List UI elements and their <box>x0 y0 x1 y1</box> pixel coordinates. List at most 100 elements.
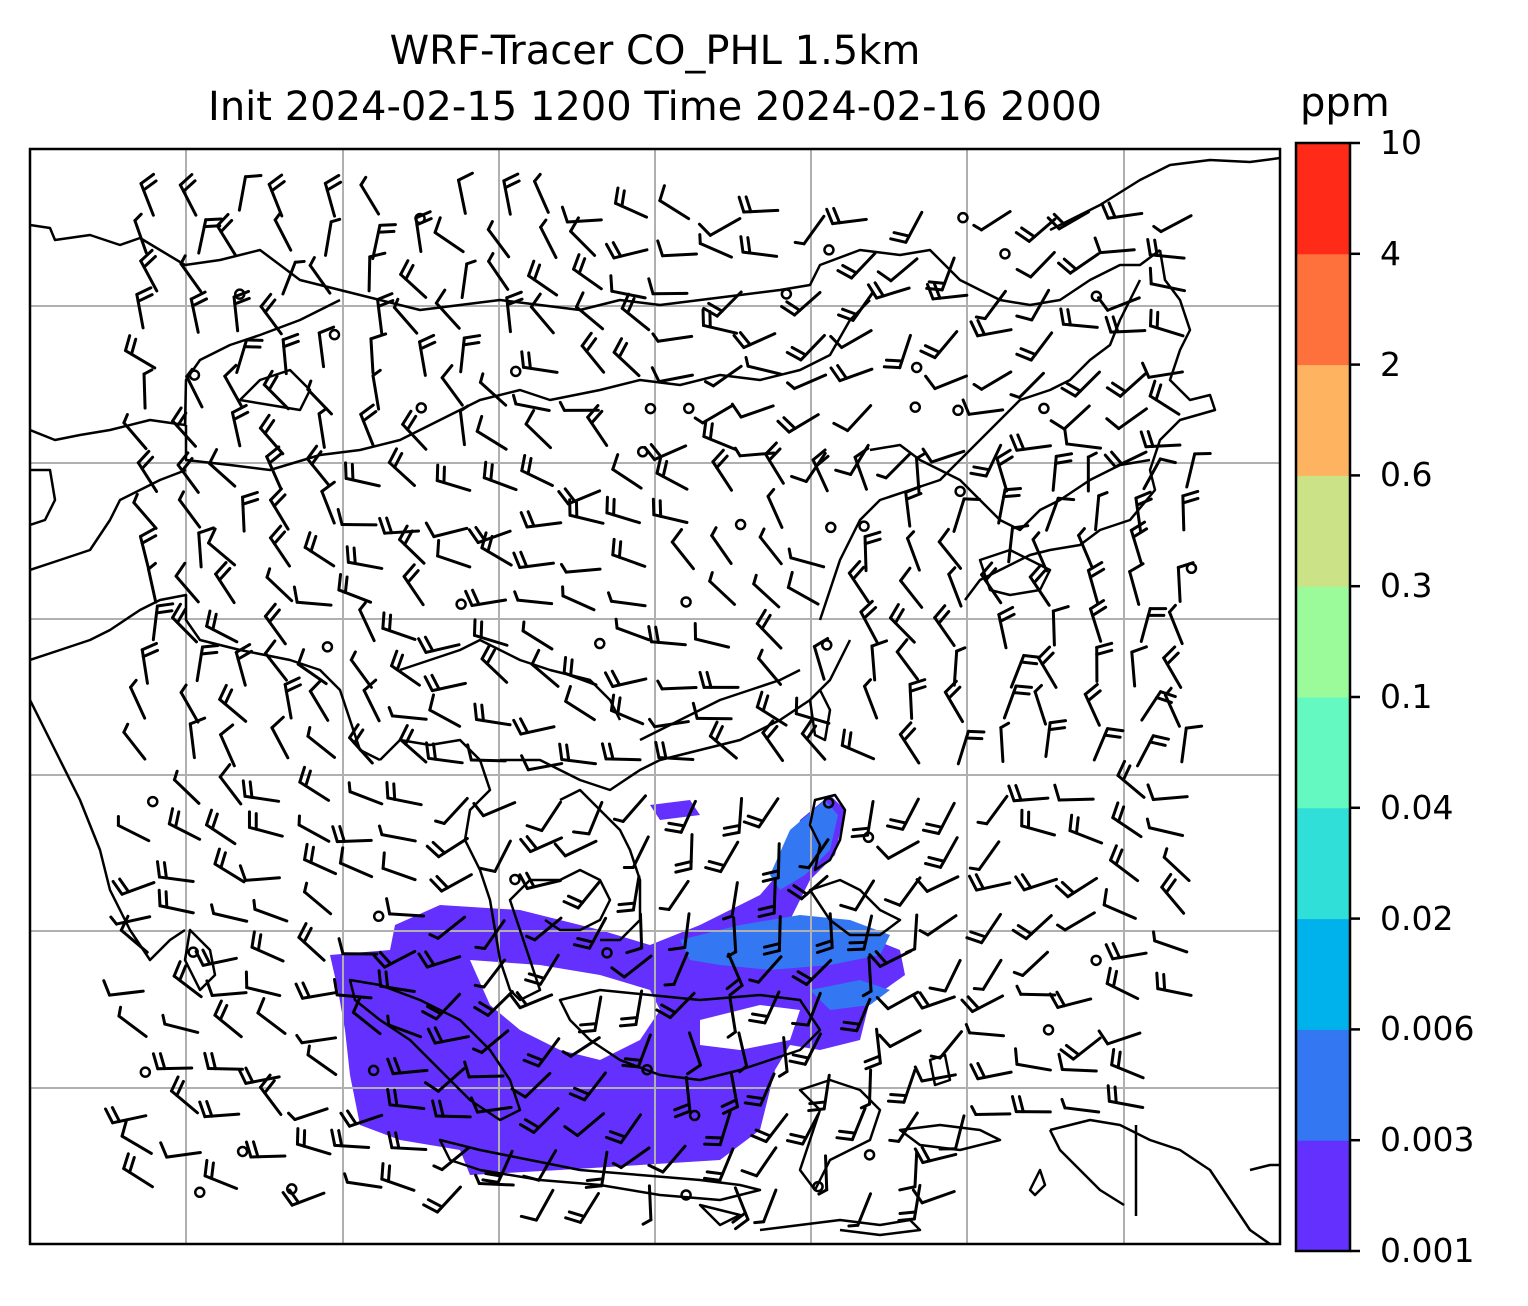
wind-barb <box>898 721 921 765</box>
wind-barb <box>295 1033 338 1045</box>
wind-barb <box>1020 808 1056 837</box>
wind-barb <box>722 881 739 921</box>
wind-barb <box>1059 1036 1102 1061</box>
wind-barb <box>929 1030 963 1060</box>
wind-barb <box>267 173 286 218</box>
wind-barb <box>386 1087 426 1111</box>
calm-wind-marker <box>139 1066 152 1078</box>
wind-barb <box>1059 307 1099 329</box>
wind-barb <box>817 1154 829 1196</box>
calm-wind-marker <box>601 947 613 959</box>
wind-barb <box>359 403 378 448</box>
colorbar-segment <box>1296 253 1350 366</box>
colorbar-segment <box>1296 364 1350 476</box>
wind-barb <box>464 588 508 608</box>
wind-barb <box>252 898 289 923</box>
wind-barb <box>167 807 202 841</box>
wind-barb <box>621 1033 652 1069</box>
calm-wind-marker <box>910 361 923 374</box>
wind-barb <box>622 835 650 870</box>
wind-barb <box>748 955 783 984</box>
wind-barb <box>1009 433 1053 452</box>
wind-barb <box>473 990 514 1017</box>
wind-barb <box>385 897 426 918</box>
wind-barb <box>527 259 559 297</box>
wind-barb <box>569 216 597 257</box>
wind-barb <box>135 286 154 330</box>
wind-barb <box>750 1113 789 1144</box>
wind-barb <box>487 252 510 291</box>
wind-barb <box>853 446 870 491</box>
wind-barb <box>359 175 381 216</box>
wind-barb <box>433 216 465 254</box>
wind-barb <box>968 840 1001 871</box>
wind-barb <box>237 1066 281 1085</box>
wind-barb <box>436 539 472 569</box>
wind-barb <box>924 374 968 391</box>
wind-barb <box>425 836 469 859</box>
wind-barb <box>807 1073 831 1113</box>
calm-wind-marker <box>188 369 201 381</box>
wind-barb <box>418 333 437 377</box>
wind-barb <box>474 919 506 951</box>
wind-barb <box>197 526 215 569</box>
wind-barb <box>518 1107 560 1134</box>
wind-barb <box>559 562 602 574</box>
wind-barb <box>1155 971 1193 997</box>
wind-barb <box>502 172 521 216</box>
wind-barb <box>1046 210 1091 231</box>
wind-barb <box>1077 527 1094 569</box>
wind-barb <box>1009 371 1045 399</box>
wind-barb <box>1095 641 1114 683</box>
wind-barb <box>730 402 775 419</box>
colorbar-segment <box>1296 1029 1350 1141</box>
calm-wind-marker <box>328 328 341 341</box>
wind-barb <box>213 999 243 1039</box>
wind-barb <box>1105 966 1140 1001</box>
colorbar-segment <box>1296 918 1350 1030</box>
wind-barb <box>1037 645 1058 689</box>
wind-barb <box>207 527 237 567</box>
wind-barb <box>702 1147 735 1182</box>
calm-wind-marker <box>415 402 428 414</box>
wind-barb <box>1002 684 1033 720</box>
wind-barb <box>230 403 250 448</box>
calm-wind-marker <box>780 288 793 300</box>
wind-barb <box>138 527 158 571</box>
wind-barb <box>870 639 889 682</box>
calm-wind-marker <box>414 212 426 225</box>
wind-barb <box>157 888 195 915</box>
wind-barb <box>956 729 986 766</box>
wind-barb <box>658 184 691 221</box>
wind-barb <box>136 449 159 493</box>
colorbar <box>1294 141 1360 1253</box>
wind-barb <box>574 291 605 331</box>
wind-barb <box>611 537 647 568</box>
wind-barb <box>234 643 254 687</box>
wind-barb <box>776 413 820 434</box>
wind-barb <box>509 991 554 1010</box>
wind-barb <box>139 248 159 293</box>
wind-barb <box>698 233 733 259</box>
wind-barb <box>178 173 198 217</box>
wind-barb <box>882 333 912 370</box>
wind-barb <box>1185 452 1212 489</box>
wind-barb <box>974 289 1007 321</box>
wind-barb <box>836 251 877 280</box>
wind-barb <box>663 951 689 987</box>
wind-barb <box>1103 450 1148 469</box>
wind-barb <box>258 413 285 456</box>
wind-barb <box>381 851 417 882</box>
calm-wind-marker <box>952 404 964 417</box>
wind-barb <box>237 174 263 212</box>
wind-barb <box>876 452 912 480</box>
wind-barb <box>888 603 916 644</box>
wind-barb <box>533 172 550 214</box>
wind-barb <box>358 601 376 643</box>
wind-barb <box>132 492 158 530</box>
wind-barb <box>815 912 834 955</box>
wind-barb <box>344 461 381 488</box>
wind-barb <box>151 602 175 642</box>
wind-barb <box>431 1099 472 1119</box>
wind-barb <box>305 444 331 487</box>
